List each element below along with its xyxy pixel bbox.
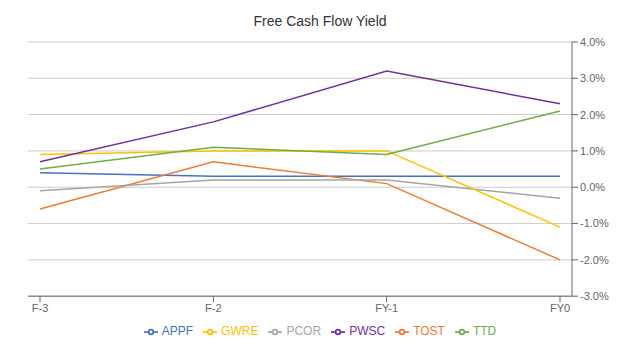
svg-text:0.0%: 0.0% [580, 181, 605, 193]
html-text:PCOR: PCOR [286, 324, 322, 339]
html-text:TTD: TTD [472, 324, 497, 339]
html-text:Free Cash Flow Yield: Free Cash Flow Yield [253, 13, 387, 29]
html-text:TOST: TOST [413, 324, 445, 339]
html-text:APPF: APPF [161, 324, 194, 339]
svg-text:1.0%: 1.0% [580, 145, 605, 157]
html-text:GWRE: GWRE [221, 324, 259, 339]
svg-text:-3.0%: -3.0% [580, 290, 609, 302]
html-text:PWSC: PWSC [349, 324, 386, 339]
svg-text:FY0: FY0 [550, 302, 570, 314]
svg-text:F-3: F-3 [32, 302, 49, 314]
svg-text:-1.0%: -1.0% [580, 217, 609, 229]
svg-text:-2.0%: -2.0% [580, 254, 609, 266]
svg-text:FY-1: FY-1 [375, 302, 398, 314]
svg-text:2.0%: 2.0% [580, 109, 605, 121]
svg-text:F-2: F-2 [205, 302, 222, 314]
svg-text:3.0%: 3.0% [580, 72, 605, 84]
svg-text:4.0%: 4.0% [580, 36, 605, 48]
